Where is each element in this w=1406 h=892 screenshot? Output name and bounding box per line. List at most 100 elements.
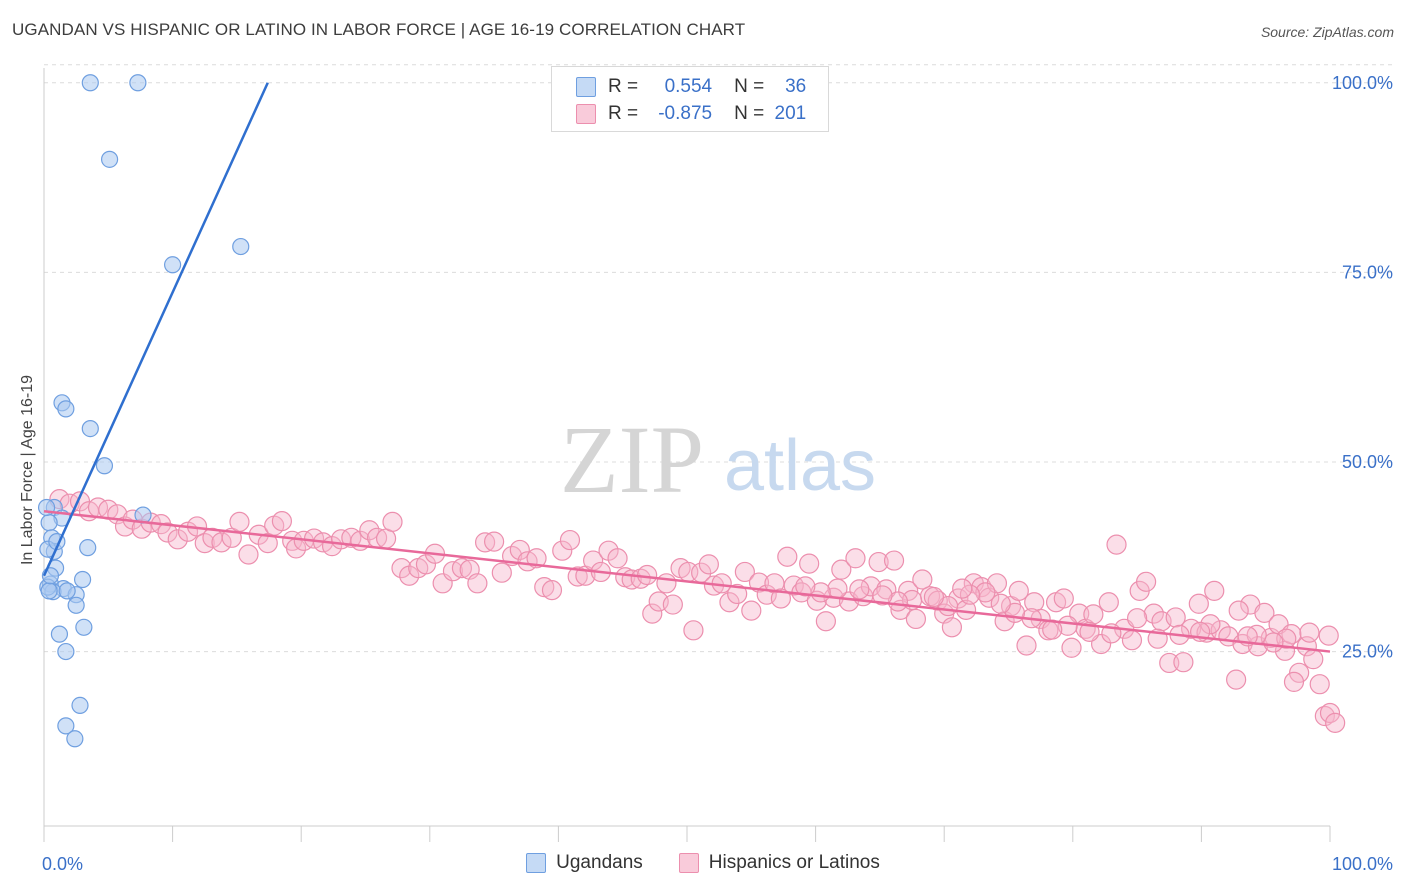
hispanic-point xyxy=(1121,630,1143,651)
stats-row-ugandans: R = 0.554 N = 36 xyxy=(576,73,806,101)
hispanic-point xyxy=(1254,602,1275,623)
hispanics-swatch xyxy=(576,104,596,124)
hispanic-point xyxy=(887,591,909,612)
hispanic-point xyxy=(815,611,836,632)
hispanic-point xyxy=(941,617,963,638)
ugandan-point xyxy=(79,539,97,557)
hispanic-point xyxy=(491,562,512,583)
hispanic-point xyxy=(541,580,563,601)
hispanic-point xyxy=(567,566,588,587)
hispanic-point xyxy=(849,579,870,600)
ugandan-point xyxy=(232,237,250,256)
chart-title: UGANDAN VS HISPANIC OR LATINO IN LABOR F… xyxy=(12,20,746,39)
ugandan-point xyxy=(66,730,84,748)
hispanic-point xyxy=(642,603,663,624)
hispanic-point xyxy=(698,554,719,575)
hispanic-point xyxy=(1159,652,1180,674)
hispanic-point xyxy=(1143,603,1164,624)
hispanic-point xyxy=(1226,669,1247,690)
legend-label-ugandans: Ugandans xyxy=(556,852,643,873)
ugandan-point xyxy=(40,514,58,532)
hispanic-point xyxy=(827,578,848,599)
hispanic-point xyxy=(467,573,488,594)
n-value: 201 xyxy=(774,103,807,124)
ugandan-point xyxy=(129,74,147,92)
ugandans-legend-swatch xyxy=(526,853,547,873)
hispanic-point xyxy=(727,583,748,605)
hispanic-point xyxy=(552,540,573,561)
hispanic-point xyxy=(1136,571,1157,592)
ugandan-point xyxy=(71,696,89,715)
hispanic-point xyxy=(1204,580,1225,601)
hispanic-point xyxy=(845,548,866,569)
r-label: R = xyxy=(608,76,639,97)
hispanic-point xyxy=(1126,608,1148,629)
hispanic-point xyxy=(229,511,250,532)
hispanic-point xyxy=(526,548,547,569)
hispanic-point xyxy=(990,593,1011,614)
ugandan-point xyxy=(75,618,93,636)
ugandan-point xyxy=(57,642,75,661)
legend-item-hispanics: Hispanics or Latinos xyxy=(678,852,880,874)
hispanic-point xyxy=(748,572,770,593)
hispanic-point xyxy=(1165,607,1186,628)
hispanic-point xyxy=(509,539,530,561)
hispanic-point xyxy=(1318,625,1339,646)
hispanic-point xyxy=(1309,674,1330,695)
hispanic-point xyxy=(1200,614,1221,635)
hispanic-point xyxy=(1053,588,1074,609)
hispanic-point xyxy=(927,590,948,611)
watermark-atlas: atlas xyxy=(724,426,876,506)
hispanic-point xyxy=(662,594,683,615)
hispanic-point xyxy=(1325,712,1346,733)
hispanic-point xyxy=(741,600,762,621)
y-tick-label: 75.0% xyxy=(1342,262,1393,282)
r-value: -0.875 xyxy=(658,103,713,124)
legend-label-hispanics: Hispanics or Latinos xyxy=(708,852,880,873)
ugandan-point xyxy=(50,625,69,643)
hispanic-point xyxy=(1299,622,1320,643)
hispanic-point xyxy=(795,576,816,597)
r-value: 0.554 xyxy=(664,76,713,97)
hispanic-point xyxy=(630,568,651,589)
hispanic-point xyxy=(777,546,798,567)
hispanic-point xyxy=(783,575,804,596)
watermark-zip: ZIP xyxy=(560,406,704,513)
ugandan-trend-line xyxy=(42,82,269,577)
hispanic-point xyxy=(683,620,704,641)
ugandan-point xyxy=(57,717,75,735)
ugandan-point xyxy=(57,400,75,418)
n-label: N = xyxy=(734,76,765,97)
ugandan-point xyxy=(81,74,99,92)
ugandans-swatch xyxy=(576,77,596,97)
hispanic-point xyxy=(157,522,178,543)
ugandan-point xyxy=(73,570,92,589)
hispanic-point xyxy=(1008,580,1029,601)
r-label: R = xyxy=(608,103,639,124)
hispanic-point xyxy=(1263,632,1284,653)
hispanic-point xyxy=(451,558,473,579)
hispanic-point xyxy=(1276,628,1297,649)
hispanic-point xyxy=(868,551,889,573)
y-tick-label: 25.0% xyxy=(1342,642,1393,662)
hispanic-point xyxy=(719,592,740,613)
hispanic-point xyxy=(975,582,996,603)
n-value: 36 xyxy=(785,76,807,97)
hispanic-point xyxy=(1228,600,1249,621)
ugandan-point xyxy=(100,150,119,168)
axes xyxy=(43,68,1331,842)
hispanic-point xyxy=(1098,592,1119,613)
hispanic-point xyxy=(391,558,412,579)
hispanic-point xyxy=(607,548,628,569)
x-tick-label-max: 100.0% xyxy=(1332,854,1393,874)
hispanic-point xyxy=(734,561,755,583)
hispanic-point xyxy=(905,608,927,630)
hispanic-point xyxy=(238,544,259,565)
hispanic-point xyxy=(559,529,581,551)
y-tick-label: 100.0% xyxy=(1332,73,1393,93)
ugandan-point xyxy=(67,596,85,614)
ugandan-point xyxy=(164,256,182,274)
stats-row-hispanics: R = -0.875 N = 201 xyxy=(576,100,806,128)
hispanic-point xyxy=(1283,671,1305,693)
series-legend: Ugandans Hispanics or Latinos xyxy=(0,852,1406,874)
